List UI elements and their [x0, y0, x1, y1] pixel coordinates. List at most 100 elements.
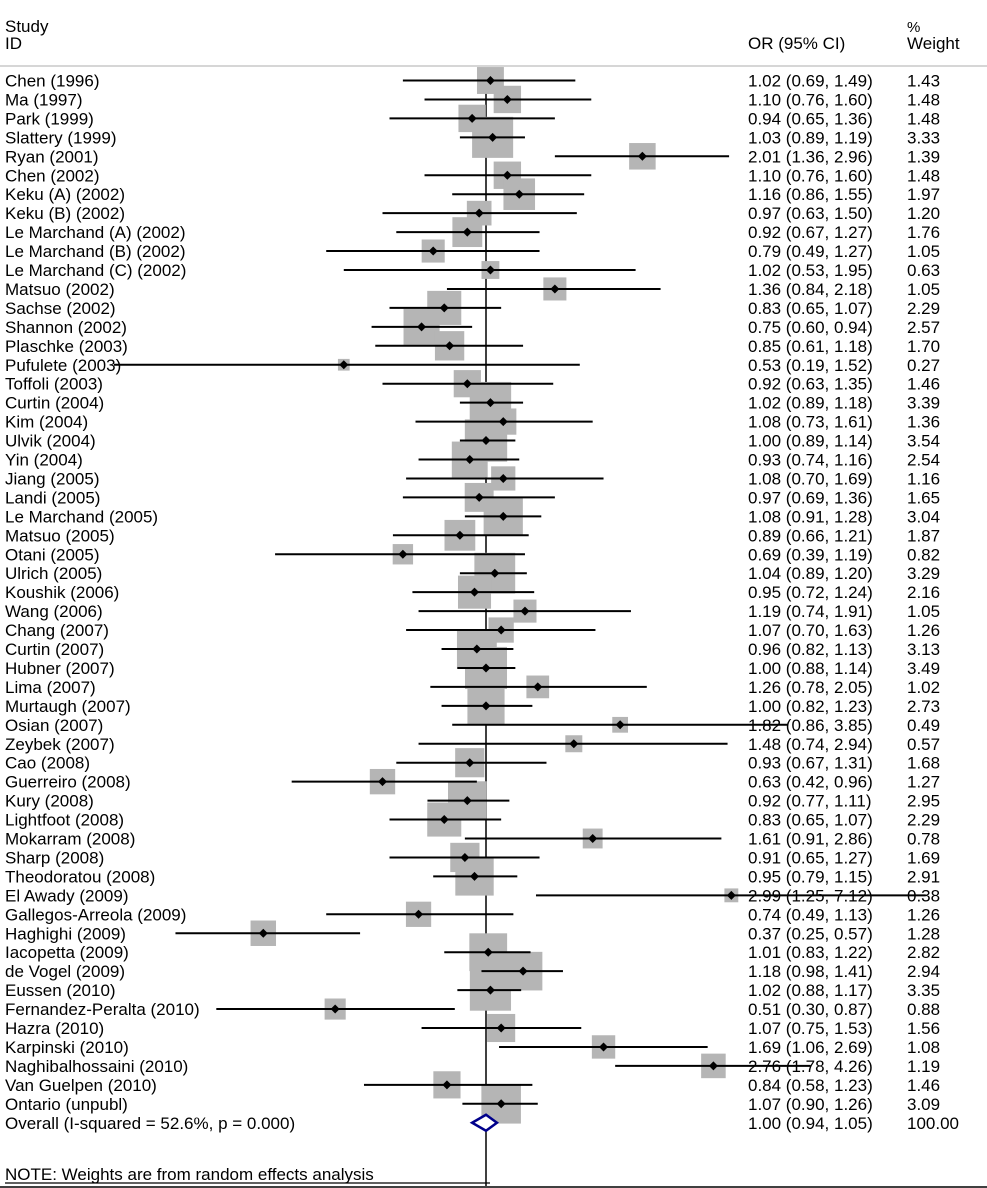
- or-ci-value: 0.93 (0.74, 1.16): [748, 451, 873, 470]
- overall-label: Overall (I-squared = 52.6%, p = 0.000): [5, 1114, 295, 1133]
- footnote: NOTE: Weights are from random effects an…: [5, 1165, 374, 1184]
- weight-value: 1.48: [907, 90, 940, 109]
- point-estimate: [481, 663, 491, 673]
- row-labels: Chen (1996) 1.02 (0.69, 1.49) 1.43 Ma (1997…: [5, 72, 959, 1133]
- study-label: Keku (A) (2002): [5, 185, 125, 204]
- weight-header: Weight: [907, 34, 960, 53]
- id-header: ID: [5, 34, 22, 53]
- point-estimates: [258, 76, 736, 1109]
- study-label: Le Marchand (C) (2002): [5, 261, 186, 280]
- weight-value: 3.49: [907, 659, 940, 678]
- study-label: Jiang (2005): [5, 469, 100, 488]
- point-estimate: [428, 246, 438, 256]
- weight-value: 2.29: [907, 299, 940, 318]
- study-label: Curtin (2007): [5, 640, 104, 659]
- point-estimate: [498, 473, 508, 483]
- or-ci-value: 0.96 (0.82, 1.13): [748, 640, 873, 659]
- study-label: Osian (2007): [5, 716, 103, 735]
- or-ci-value: 0.92 (0.67, 1.27): [748, 223, 873, 242]
- or-ci-value: 0.83 (0.65, 1.07): [748, 299, 873, 318]
- point-estimate: [485, 985, 495, 995]
- study-label: Otani (2005): [5, 545, 100, 564]
- study-header: Study: [5, 17, 49, 36]
- or-ci-value: 0.74 (0.49, 1.13): [748, 905, 873, 924]
- point-estimate: [490, 568, 500, 578]
- study-label: Ulvik (2004): [5, 432, 96, 451]
- overall-weight: 100.00: [907, 1114, 959, 1133]
- or-ci-value: 1.36 (0.84, 2.18): [748, 280, 873, 299]
- weight-value: 3.54: [907, 432, 940, 451]
- study-label: Lima (2007): [5, 678, 96, 697]
- weight-value: 0.57: [907, 735, 940, 754]
- study-label: Le Marchand (A) (2002): [5, 223, 185, 242]
- study-label: Lightfoot (2008): [5, 811, 124, 830]
- weight-value: 0.82: [907, 545, 940, 564]
- point-estimate: [488, 132, 498, 142]
- or-ci-value: 1.02 (0.89, 1.18): [748, 394, 873, 413]
- point-estimate: [514, 189, 524, 199]
- point-estimate: [439, 303, 449, 313]
- or-ci-value: 1.08 (0.70, 1.69): [748, 469, 873, 488]
- or-ci-value: 2.76 (1.78, 4.26): [748, 1057, 873, 1076]
- or-ci-value: 1.08 (0.91, 1.28): [748, 507, 873, 526]
- weight-value: 1.56: [907, 1019, 940, 1038]
- point-estimate: [483, 947, 493, 957]
- weight-value: 1.36: [907, 413, 940, 432]
- study-label: Keku (B) (2002): [5, 204, 125, 223]
- weight-value: 1.05: [907, 242, 940, 261]
- weight-value: 2.94: [907, 962, 940, 981]
- or-ci-value: 1.04 (0.89, 1.20): [748, 564, 873, 583]
- study-label: Ulrich (2005): [5, 564, 102, 583]
- weight-value: 3.09: [907, 1095, 940, 1114]
- point-estimate: [615, 720, 625, 730]
- study-label: Matsuo (2005): [5, 526, 115, 545]
- study-label: Murtaugh (2007): [5, 697, 131, 716]
- column-header: Study ID OR (95% CI) % Weight: [5, 17, 960, 53]
- weight-value: 0.88: [907, 1000, 940, 1019]
- study-label: Chang (2007): [5, 621, 109, 640]
- or-ci-value: 1.18 (0.98, 1.41): [748, 962, 873, 981]
- study-label: Gallegos-Arreola (2009): [5, 905, 186, 924]
- weight-squares: [250, 67, 739, 1124]
- point-estimate: [498, 417, 508, 427]
- or-ci-value: 1.03 (0.89, 1.19): [748, 128, 873, 147]
- point-estimate: [455, 530, 465, 540]
- weight-value: 1.20: [907, 204, 940, 223]
- weight-value: 2.16: [907, 583, 940, 602]
- weight-value: 1.27: [907, 773, 940, 792]
- or-ci-value: 0.91 (0.65, 1.27): [748, 848, 873, 867]
- point-estimate: [462, 227, 472, 237]
- or-ci-value: 2.01 (1.36, 2.96): [748, 147, 873, 166]
- study-label: Haghighi (2009): [5, 924, 126, 943]
- study-label: Ma (1997): [5, 90, 82, 109]
- study-label: Kury (2008): [5, 792, 94, 811]
- point-estimate: [460, 852, 470, 862]
- or-ci-value: 0.84 (0.58, 1.23): [748, 1076, 873, 1095]
- point-estimate: [599, 1042, 609, 1052]
- point-estimate: [481, 701, 491, 711]
- study-label: Ryan (2001): [5, 147, 99, 166]
- point-estimate: [726, 890, 736, 900]
- or-ci-value: 1.07 (0.70, 1.63): [748, 621, 873, 640]
- study-label: El Awady (2009): [5, 886, 128, 905]
- study-label: Van Guelpen (2010): [5, 1076, 157, 1095]
- weight-value: 2.54: [907, 451, 940, 470]
- point-estimate: [339, 360, 349, 370]
- or-ci-value: 1.48 (0.74, 2.94): [748, 735, 873, 754]
- or-ci-value: 0.85 (0.61, 1.18): [748, 337, 873, 356]
- weight-value: 1.70: [907, 337, 940, 356]
- overall-diamond: [469, 1113, 500, 1133]
- study-label: Landi (2005): [5, 488, 100, 507]
- or-ci-value: 1.02 (0.69, 1.49): [748, 72, 873, 91]
- point-estimate: [518, 966, 528, 976]
- or-ci-value: 1.16 (0.86, 1.55): [748, 185, 873, 204]
- study-label: Ontario (unpubl): [5, 1095, 128, 1114]
- point-estimate: [520, 606, 530, 616]
- point-estimate: [470, 587, 480, 597]
- or-ci-value: 0.97 (0.63, 1.50): [748, 204, 873, 223]
- or-ci-value: 0.97 (0.69, 1.36): [748, 488, 873, 507]
- or-ci-value: 0.69 (0.39, 1.19): [748, 545, 873, 564]
- weight-value: 3.35: [907, 981, 940, 1000]
- overall-or-ci: 1.00 (0.94, 1.05): [748, 1114, 873, 1133]
- or-ci-value: 1.19 (0.74, 1.91): [748, 602, 873, 621]
